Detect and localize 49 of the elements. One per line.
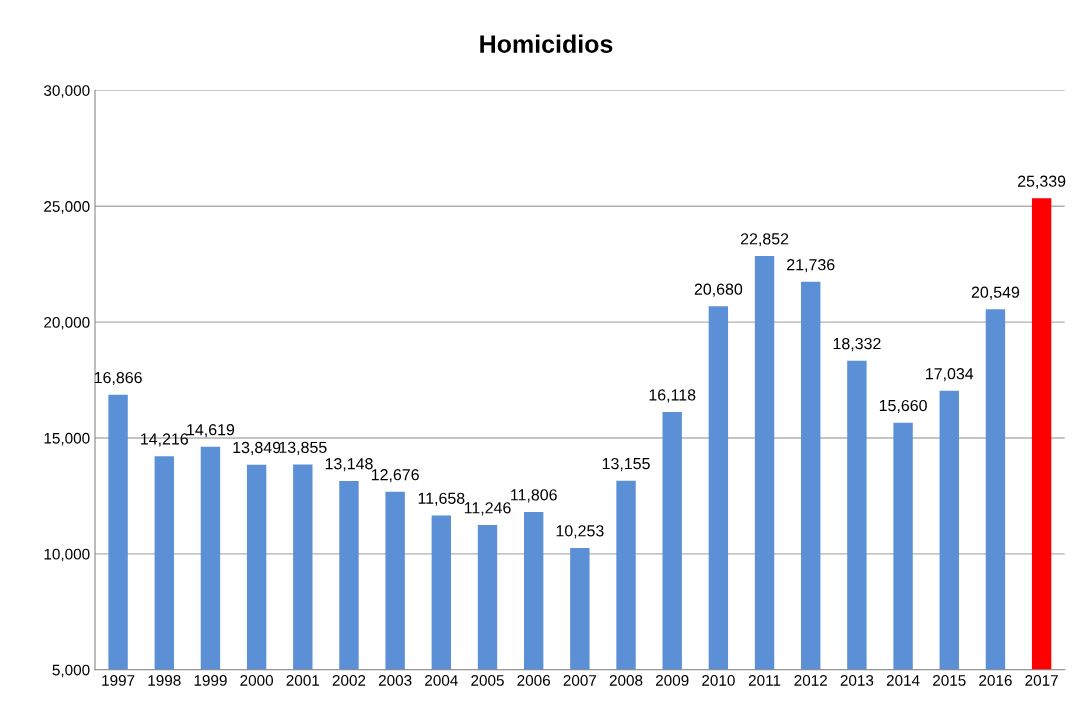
y-tick-label: 15,000 [44, 432, 90, 446]
x-tick-label: 2004 [425, 675, 458, 686]
x-tick-label: 1997 [102, 675, 135, 686]
x-tick-label: 2007 [563, 675, 597, 686]
data-label: 12,676 [371, 469, 419, 483]
y-tick-label: 5,000 [52, 664, 90, 678]
x-tick-label: 2016 [979, 675, 1012, 686]
data-label: 13,855 [279, 441, 327, 455]
x-tick-label: 1999 [194, 675, 227, 686]
x-tick-label: 2010 [702, 675, 735, 686]
x-tick-label: 2008 [609, 675, 643, 686]
x-tick-label: 2011 [748, 675, 781, 686]
data-label: 11,658 [418, 492, 465, 506]
x-tick-label: 1998 [148, 675, 181, 686]
data-label: 15,660 [879, 399, 927, 414]
data-label: 14,619 [187, 424, 235, 438]
data-label: 20,680 [694, 283, 743, 297]
x-tick-label: 2000 [240, 675, 274, 686]
data-label: 13,849 [233, 441, 281, 456]
x-tick-label: 2012 [794, 675, 827, 686]
y-tick-label: 30,000 [44, 85, 90, 98]
data-label: 22,852 [740, 233, 789, 247]
chart-title: Homicidios [480, 34, 613, 53]
y-tick-label: 10,000 [44, 548, 90, 562]
x-tick-label: 2005 [471, 675, 504, 686]
data-label: 17,034 [926, 368, 974, 382]
data-label: 14,216 [141, 433, 188, 447]
data-label: 25,339 [1017, 175, 1066, 189]
x-tick-label: 2002 [332, 675, 366, 686]
x-tick-label: 2009 [655, 675, 689, 686]
x-tick-label: 2001 [286, 675, 320, 686]
data-label: 10,253 [556, 525, 604, 539]
data-label: 11,246 [464, 502, 511, 516]
data-label: 21,736 [787, 259, 835, 273]
x-tick-label: 2006 [517, 675, 550, 686]
data-label: 13,148 [325, 458, 373, 472]
x-tick-label: 2014 [886, 675, 920, 686]
data-label: 13,155 [602, 457, 650, 472]
data-label: 18,332 [833, 337, 881, 352]
data-label: 11,806 [511, 489, 557, 503]
x-tick-label: 2003 [378, 675, 412, 686]
y-tick-label: 25,000 [44, 201, 90, 214]
data-label: 20,549 [971, 286, 1020, 300]
data-label: 16,866 [94, 371, 142, 386]
x-tick-label: 2013 [840, 675, 874, 686]
data-label: 16,118 [649, 389, 696, 403]
y-tick-label: 20,000 [44, 316, 90, 330]
x-tick-label: 2015 [933, 675, 966, 686]
x-tick-label: 2017 [1025, 675, 1058, 686]
